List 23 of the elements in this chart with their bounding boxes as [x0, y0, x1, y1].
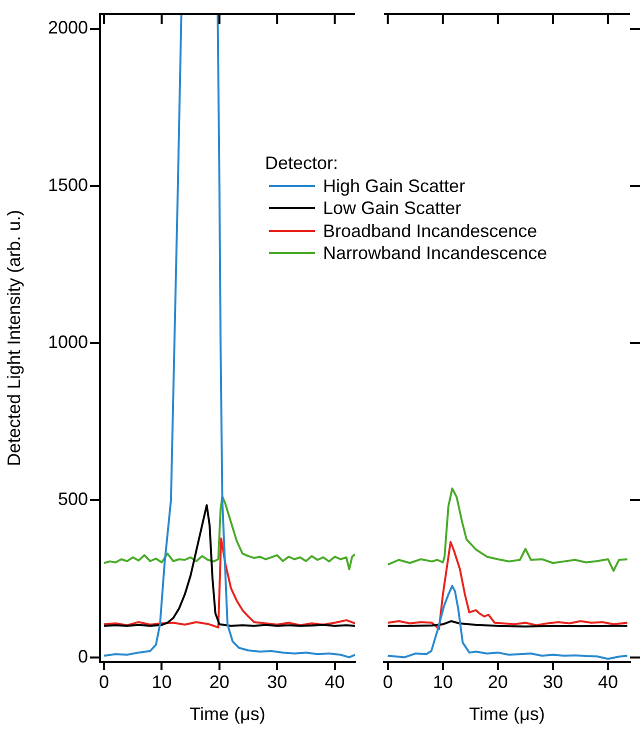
legend-title: Detector:	[265, 152, 340, 174]
x-axis-title: Time (μs)	[469, 704, 545, 724]
x-tick-label: 20	[209, 672, 230, 692]
y-tick-label: 2000	[48, 18, 88, 38]
legend-label: Low Gain Scatter	[323, 197, 462, 220]
y-axis-title: Detected Light Intensity (arb. u.)	[4, 210, 24, 466]
legend-label: Narrowband Incandescence	[323, 242, 548, 264]
x-tick-label: 10	[432, 672, 453, 692]
y-tick-label: 500	[58, 489, 88, 510]
legend-label: High Gain Scatter	[323, 174, 466, 197]
y-tick-label: 1000	[48, 332, 88, 352]
x-tick-label: 30	[267, 672, 288, 692]
x-tick-label: 40	[324, 672, 345, 692]
y-tick-label: 1500	[48, 174, 88, 195]
x-tick-label: 20	[488, 672, 508, 692]
x-tick-label: 0	[382, 672, 393, 692]
y-tick-label: 0	[78, 646, 88, 666]
x-axis-title: Time (μs)	[190, 704, 266, 724]
x-tick-label: 0	[99, 672, 110, 692]
legend-label: Broadband Incandescence	[323, 220, 538, 242]
x-tick-label: 30	[542, 672, 563, 692]
x-tick-label: 10	[152, 672, 172, 692]
x-tick-label: 40	[598, 672, 618, 692]
